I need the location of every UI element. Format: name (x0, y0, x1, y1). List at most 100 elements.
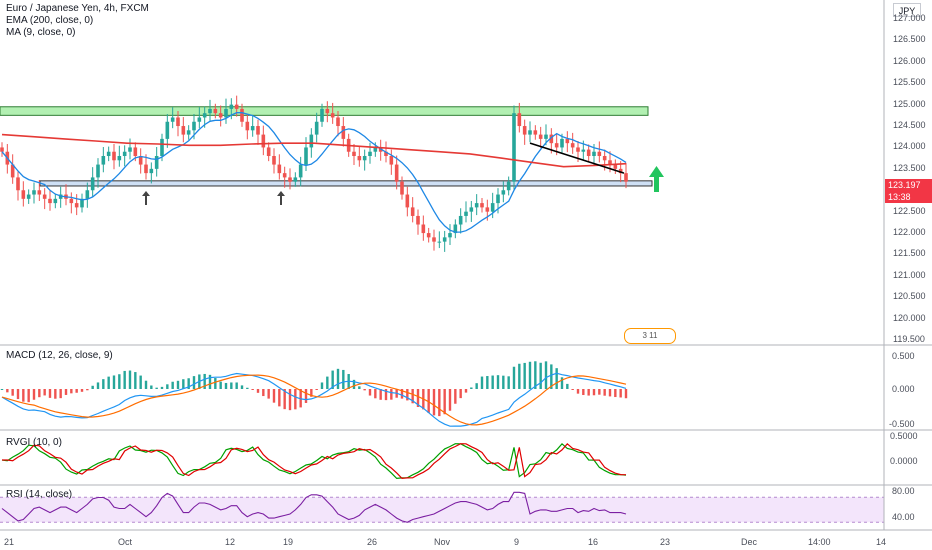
candle-body (69, 198, 74, 204)
candle-body (192, 121, 196, 131)
macd-histogram-bar (315, 389, 318, 390)
candle-body (496, 194, 500, 204)
macd-histogram-bar (294, 389, 297, 410)
price-tick: 125.500 (893, 77, 926, 88)
macd-histogram-bar (214, 378, 217, 389)
macd-tick-0: 0.500 (892, 351, 915, 361)
price-tick: 122.500 (893, 205, 926, 216)
candle-body (138, 156, 143, 165)
rvgi-label[interactable]: RVGI (10, 0) (6, 437, 62, 448)
macd-histogram-bar (128, 370, 132, 389)
candle-body (32, 190, 36, 195)
signal-line (1, 374, 627, 426)
green-arrow-icon-shaft (654, 176, 659, 192)
candle-body (293, 177, 298, 182)
macd-histogram-bar (619, 389, 622, 398)
macd-histogram-bar (539, 362, 542, 389)
macd-histogram-bar (555, 368, 558, 389)
macd-histogram-bar (560, 377, 564, 389)
price-tick: 124.000 (893, 141, 926, 152)
candle-body (58, 194, 63, 199)
macd-histogram-bar (576, 389, 580, 394)
macd-histogram-bar (310, 389, 313, 397)
candle-body (101, 156, 106, 165)
macd-histogram-bar (624, 389, 628, 399)
candle-body (357, 156, 362, 161)
macd-histogram-bar (38, 389, 41, 398)
macd-histogram-bar (486, 376, 489, 389)
macd-histogram-bar (139, 375, 142, 389)
candle-body (512, 113, 516, 182)
candle-body (229, 104, 234, 109)
candle-body (37, 190, 42, 195)
candle-body (533, 130, 538, 135)
macd-histogram-bar (118, 374, 121, 389)
macd-histogram-bar (134, 372, 137, 389)
time-tick: 23 (660, 537, 671, 547)
candle-body (144, 164, 148, 174)
macd-histogram-bar (75, 389, 78, 393)
macd-histogram-bar (59, 389, 62, 399)
macd-histogram-bar (256, 389, 260, 393)
macd-pane (0, 361, 628, 427)
macd-histogram-bar (86, 389, 89, 391)
candle-body (197, 117, 202, 122)
current-price-tag: 123.197 (885, 179, 932, 191)
candle-body (181, 126, 186, 135)
candle-body (490, 203, 495, 212)
macd-histogram-bar (80, 389, 84, 392)
candle-body (240, 108, 244, 122)
rsi-label[interactable]: RSI (14, close) (6, 489, 73, 500)
bar-countdown: 13:38 (885, 191, 932, 203)
macd-histogram-bar (406, 389, 409, 401)
macd-histogram-bar (464, 389, 468, 393)
macd-label[interactable]: MACD (12, 26, close, 9) (6, 350, 113, 361)
macd-histogram-bar (182, 379, 185, 389)
macd-histogram-bar (459, 389, 462, 399)
macd-histogram-bar (528, 361, 532, 389)
macd-histogram-bar (208, 374, 212, 389)
candle-body (261, 134, 266, 148)
macd-histogram-bar (166, 384, 169, 389)
candle-body (234, 104, 239, 109)
macd-histogram-bar (358, 386, 361, 389)
macd-histogram-bar (16, 389, 20, 400)
candle-body (10, 164, 15, 178)
candle-body (176, 117, 180, 127)
candle-body (85, 190, 90, 199)
candle-body (80, 198, 84, 208)
currency-label[interactable]: JPY (893, 3, 921, 17)
macd-histogram-bar (352, 379, 356, 389)
candle-body (618, 168, 623, 174)
symbol-title[interactable]: Euro / Japanese Yen, 4h, FXCM (6, 3, 149, 14)
candle-body (485, 207, 490, 212)
macd-histogram-bar (438, 389, 441, 417)
candle-body (389, 156, 394, 165)
candle-body (464, 211, 468, 216)
candle-body (309, 134, 314, 148)
rvgi-pane (1, 442, 627, 480)
ema-legend[interactable]: EMA (200, close, 0) (6, 15, 94, 26)
events-badge[interactable]: 3 11 (624, 328, 676, 344)
price-tick: 120.500 (893, 291, 926, 302)
candle-body (570, 143, 575, 148)
ma-legend[interactable]: MA (9, close, 0) (6, 27, 76, 38)
candle-body (298, 164, 303, 178)
macd-histogram-bar (155, 387, 158, 389)
candle-body (528, 130, 532, 135)
candle-body (442, 237, 447, 242)
trendline (529, 142, 625, 174)
candle-body (165, 121, 170, 139)
time-tick: 12 (225, 537, 236, 547)
rvgi-tick-1: 0.0000 (890, 456, 918, 466)
candle-body (218, 113, 223, 118)
candle-body (373, 147, 378, 152)
macd-histogram-bar (384, 389, 388, 401)
macd-histogram-bar (523, 362, 526, 389)
macd-histogram-bar (112, 375, 116, 389)
macd-histogram-bar (448, 389, 452, 411)
candle-body (458, 215, 463, 225)
macd-histogram-bar (550, 364, 553, 389)
